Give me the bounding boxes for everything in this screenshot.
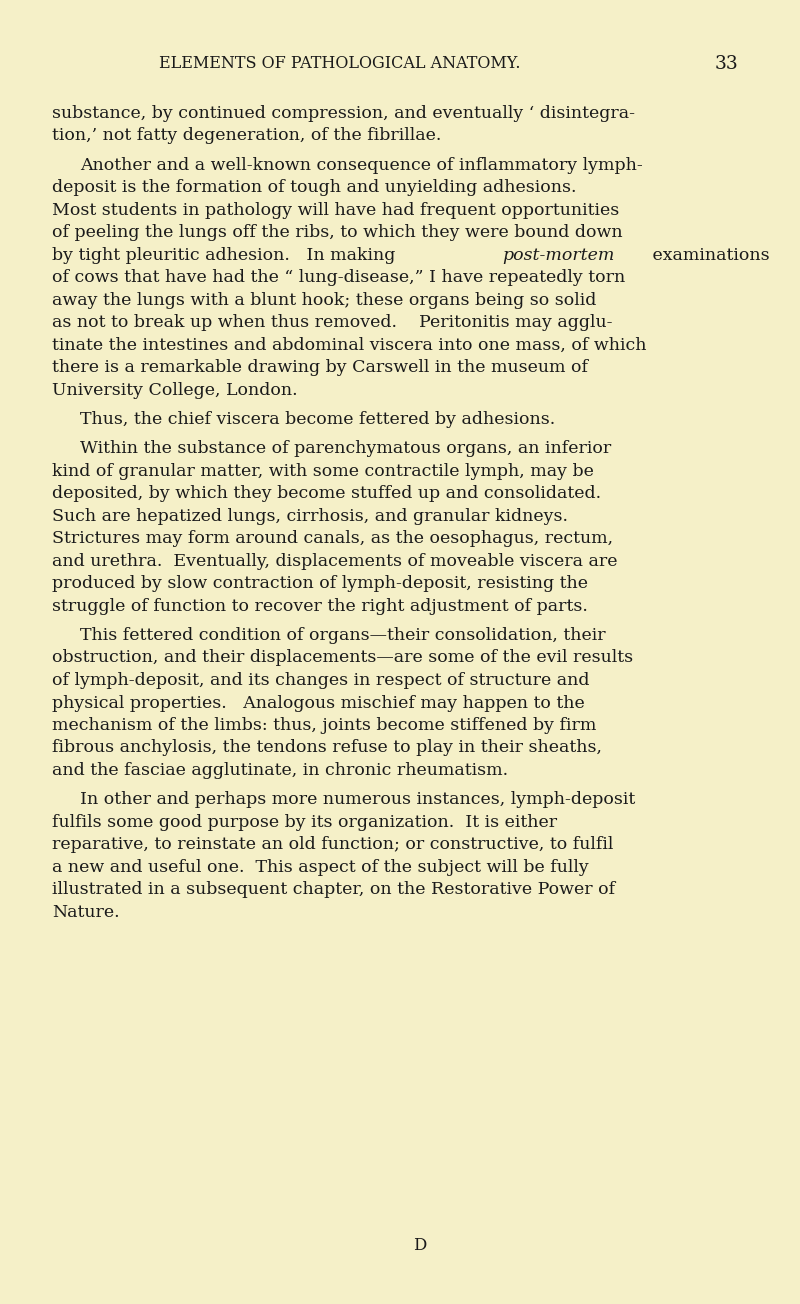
Text: D: D	[414, 1237, 426, 1254]
Text: produced by slow contraction of lymph-deposit, resisting the: produced by slow contraction of lymph-de…	[52, 575, 588, 592]
Text: and urethra.  Eventually, displacements of moveable viscera are: and urethra. Eventually, displacements o…	[52, 553, 618, 570]
Text: illustrated in a subsequent chapter, on the Restorative Power of: illustrated in a subsequent chapter, on …	[52, 882, 615, 898]
Text: obstruction, and their displacements—are some of the evil results: obstruction, and their displacements—are…	[52, 649, 633, 666]
Text: Most students in pathology will have had frequent opportunities: Most students in pathology will have had…	[52, 202, 619, 219]
Text: deposit is the formation of tough and unyielding adhesions.: deposit is the formation of tough and un…	[52, 179, 577, 196]
Text: substance, by continued compression, and eventually ‘ disintegra-: substance, by continued compression, and…	[52, 106, 635, 123]
Text: examinations: examinations	[647, 246, 770, 263]
Text: In other and perhaps more numerous instances, lymph-deposit: In other and perhaps more numerous insta…	[80, 792, 635, 808]
Text: ELEMENTS OF PATHOLOGICAL ANATOMY.: ELEMENTS OF PATHOLOGICAL ANATOMY.	[159, 55, 521, 72]
Text: Strictures may form around canals, as the oesophagus, rectum,: Strictures may form around canals, as th…	[52, 531, 613, 548]
Text: Nature.: Nature.	[52, 904, 120, 921]
Text: mechanism of the limbs: thus, joints become stiffened by firm: mechanism of the limbs: thus, joints bec…	[52, 717, 596, 734]
Text: and the fasciae agglutinate, in chronic rheumatism.: and the fasciae agglutinate, in chronic …	[52, 762, 508, 778]
Text: fulfils some good purpose by its organization.  It is either: fulfils some good purpose by its organiz…	[52, 814, 557, 831]
Text: physical properties.   Analogous mischief may happen to the: physical properties. Analogous mischief …	[52, 695, 585, 712]
Text: deposited, by which they become stuffed up and consolidated.: deposited, by which they become stuffed …	[52, 485, 601, 502]
Text: Within the substance of parenchymatous organs, an inferior: Within the substance of parenchymatous o…	[80, 441, 611, 458]
Text: a new and useful one.  This aspect of the subject will be fully: a new and useful one. This aspect of the…	[52, 859, 589, 876]
Text: by tight pleuritic adhesion.   In making: by tight pleuritic adhesion. In making	[52, 246, 401, 263]
Text: fibrous anchylosis, the tendons refuse to play in their sheaths,: fibrous anchylosis, the tendons refuse t…	[52, 739, 602, 756]
Text: tinate the intestines and abdominal viscera into one mass, of which: tinate the intestines and abdominal visc…	[52, 336, 646, 353]
Text: as not to break up when thus removed.    Peritonitis may agglu-: as not to break up when thus removed. Pe…	[52, 314, 613, 331]
Text: Thus, the chief viscera become fettered by adhesions.: Thus, the chief viscera become fettered …	[80, 411, 555, 428]
Text: of cows that have had the “ lung-disease,” I have repeatedly torn: of cows that have had the “ lung-disease…	[52, 269, 626, 287]
Text: post-mortem: post-mortem	[502, 246, 614, 263]
Text: This fettered condition of organs—their consolidation, their: This fettered condition of organs—their …	[80, 627, 606, 644]
Text: of peeling the lungs off the ribs, to which they were bound down: of peeling the lungs off the ribs, to wh…	[52, 224, 622, 241]
Text: there is a remarkable drawing by Carswell in the museum of: there is a remarkable drawing by Carswel…	[52, 359, 588, 377]
Text: of lymph-deposit, and its changes in respect of structure and: of lymph-deposit, and its changes in res…	[52, 672, 590, 689]
Text: Another and a well-known consequence of inflammatory lymph-: Another and a well-known consequence of …	[80, 156, 642, 173]
Text: Such are hepatized lungs, cirrhosis, and granular kidneys.: Such are hepatized lungs, cirrhosis, and…	[52, 507, 568, 524]
Text: 33: 33	[714, 55, 738, 73]
Text: reparative, to reinstate an old function; or constructive, to fulfil: reparative, to reinstate an old function…	[52, 836, 614, 853]
Text: University College, London.: University College, London.	[52, 382, 298, 399]
Text: tion,’ not fatty degeneration, of the fibrillae.: tion,’ not fatty degeneration, of the fi…	[52, 128, 442, 145]
Text: struggle of function to recover the right adjustment of parts.: struggle of function to recover the righ…	[52, 597, 588, 614]
Text: away the lungs with a blunt hook; these organs being so solid: away the lungs with a blunt hook; these …	[52, 292, 596, 309]
Text: kind of granular matter, with some contractile lymph, may be: kind of granular matter, with some contr…	[52, 463, 594, 480]
